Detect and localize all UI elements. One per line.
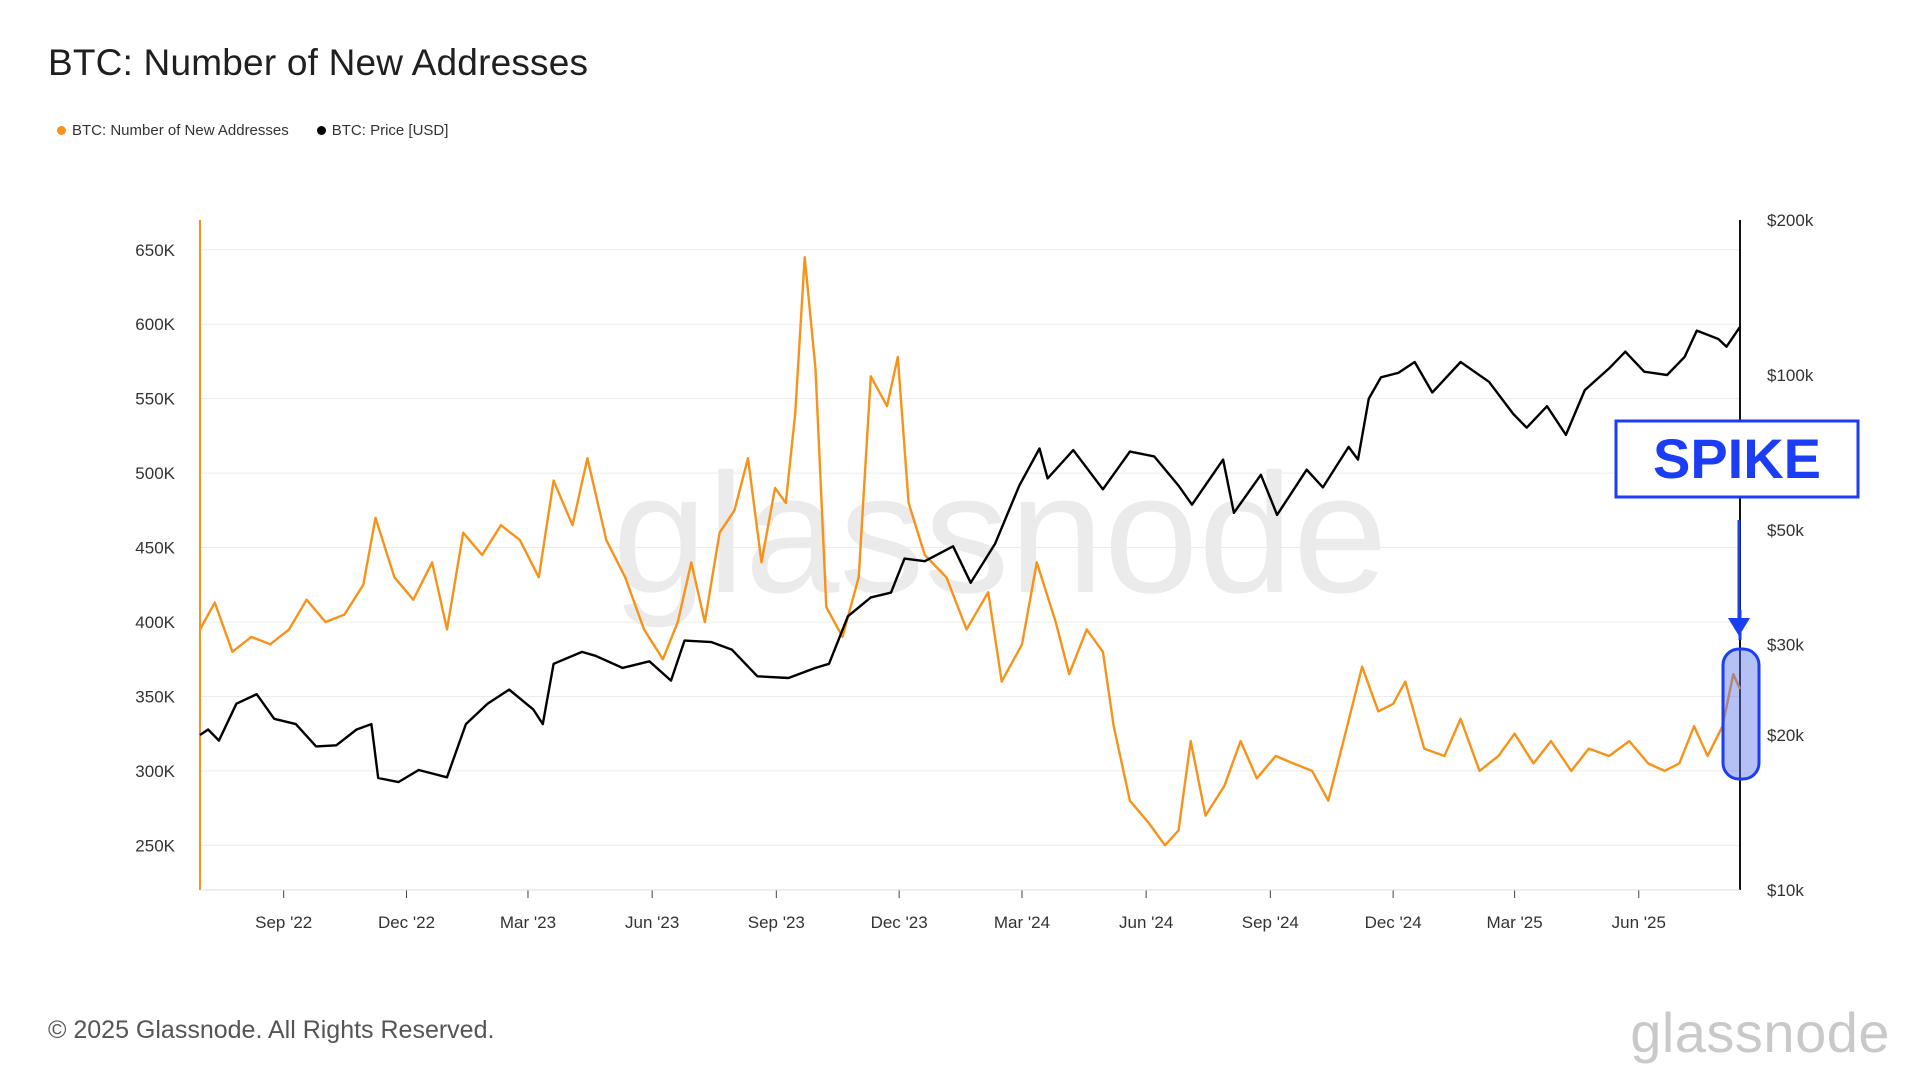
legend: BTC: Number of New Addresses BTC: Price … xyxy=(57,122,448,139)
spike-arrow-head xyxy=(1728,618,1750,636)
x-tick-label: Mar '23 xyxy=(500,913,556,932)
spike-label: SPIKE xyxy=(1653,427,1821,490)
x-tick-label: Sep '23 xyxy=(748,913,805,932)
series-line-price xyxy=(199,326,1741,784)
y-tick-label-right: $100k xyxy=(1767,366,1814,385)
x-tick-label: Jun '23 xyxy=(625,913,679,932)
y-tick-label-left: 650K xyxy=(135,241,175,260)
legend-dot-addresses xyxy=(57,126,66,135)
y-tick-label-left: 500K xyxy=(135,464,175,483)
y-tick-label-left: 400K xyxy=(135,613,175,632)
gridlines xyxy=(200,249,1740,846)
spike-highlight-box xyxy=(1721,647,1761,781)
spike-annotation: SPIKE xyxy=(1614,419,1860,781)
legend-item-price[interactable]: BTC: Price [USD] xyxy=(316,122,449,139)
glassnode-logo: glassnode xyxy=(1630,1001,1890,1064)
x-tick-label: Jun '24 xyxy=(1119,913,1173,932)
y-tick-label-left: 300K xyxy=(135,762,175,781)
y-tick-label-right: $50k xyxy=(1767,521,1804,540)
y-tick-label-left: 550K xyxy=(135,390,175,409)
y-tick-label-right: $30k xyxy=(1767,635,1804,654)
legend-dot-price xyxy=(316,126,326,135)
y-tick-label-right: $10k xyxy=(1767,881,1804,900)
series-layer xyxy=(198,256,1742,847)
axes: 250K 300K 350K 400K 450K 500K 550K 600K 650K $10k… xyxy=(135,211,1814,932)
legend-item-addresses[interactable]: BTC: Number of New Addresses xyxy=(57,122,289,139)
y-tick-label-right: $20k xyxy=(1767,726,1804,745)
x-tick-label: Dec '24 xyxy=(1365,913,1422,932)
y-tick-label-left: 350K xyxy=(135,687,175,706)
x-tick-label: Mar '25 xyxy=(1487,913,1543,932)
x-tick-label: Sep '22 xyxy=(255,913,312,932)
series-line-addresses xyxy=(198,256,1742,847)
spike-label-box xyxy=(1614,419,1860,499)
chart-title: BTC: Number of New Addresses xyxy=(48,42,589,83)
legend-label-addresses: BTC: Number of New Addresses xyxy=(72,122,289,139)
x-tick-label: Jun '25 xyxy=(1612,913,1666,932)
x-tick-label: Dec '23 xyxy=(871,913,928,932)
y-tick-label-left: 600K xyxy=(135,315,175,334)
x-tick-label: Sep '24 xyxy=(1242,913,1299,932)
x-tick-label: Dec '22 xyxy=(378,913,435,932)
y-tick-label-left: 250K xyxy=(135,836,175,855)
copyright-footer: © 2025 Glassnode. All Rights Reserved. xyxy=(48,1016,495,1044)
legend-label-price: BTC: Price [USD] xyxy=(331,122,449,139)
y-tick-label-left: 450K xyxy=(135,539,175,558)
y-tick-label-right: $200k xyxy=(1767,211,1814,230)
x-tick-label: Mar '24 xyxy=(994,913,1050,932)
